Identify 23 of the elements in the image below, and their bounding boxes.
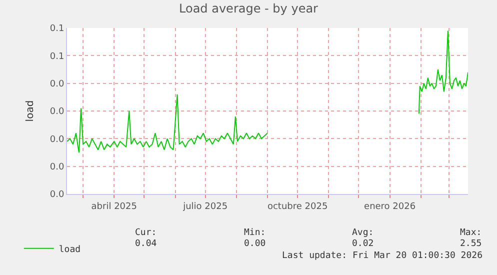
y-tick-label: 0.0 <box>50 79 64 90</box>
y-tick-label: 0.1 <box>50 24 64 34</box>
text: 0.00 <box>244 239 266 249</box>
y-axis-title: load <box>24 100 36 122</box>
text: Last update: Fri Mar 20 01:00:30 2026 <box>282 251 482 261</box>
x-tick-label: abril 2025 <box>91 202 137 212</box>
y-tick-label: 0.0 <box>50 162 64 172</box>
x-tick-label: julio 2025 <box>182 202 228 212</box>
text: Cur: <box>135 228 157 238</box>
chart-title: Load average - by year <box>179 2 318 16</box>
text: 0.04 <box>135 239 157 249</box>
text: Avg: <box>352 228 374 238</box>
y-tick-label: 0.0 <box>50 107 64 118</box>
y-tick-label: 0.0 <box>50 190 64 200</box>
x-tick-label: octubre 2025 <box>267 202 328 212</box>
text: 2.55 <box>460 239 482 249</box>
legend-label: load <box>58 244 81 255</box>
text: 0.02 <box>352 239 374 249</box>
y-tick-label: 0.0 <box>50 134 64 145</box>
y-tick-label: 0.1 <box>50 52 64 62</box>
text: Min: <box>244 228 266 238</box>
x-tick-label: enero 2026 <box>364 202 416 212</box>
text: Max: <box>460 228 482 238</box>
